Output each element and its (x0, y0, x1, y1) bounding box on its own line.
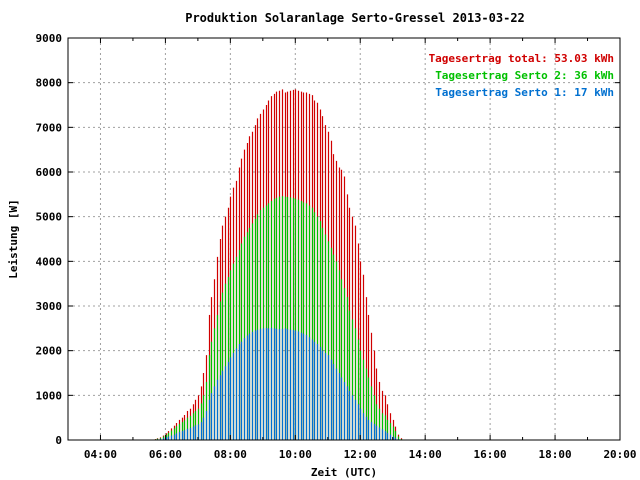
legend: Tagesertrag total: 53.03 kWh Tagesertrag … (429, 52, 614, 99)
plot-frame (67, 37, 621, 441)
chart-title: Produktion Solaranlage Serto-Gressel 201… (185, 11, 525, 25)
x-tick-label: 20:00 (603, 448, 636, 461)
x-axis-label: Zeit (UTC) (311, 466, 377, 479)
y-tick-label: 7000 (36, 121, 63, 134)
bars (154, 89, 403, 440)
y-tick-label: 6000 (36, 166, 63, 179)
y-tick-label: 9000 (36, 32, 63, 45)
y-tick-label: 4000 (36, 255, 63, 268)
y-tick-label: 8000 (36, 77, 63, 90)
x-tick-label: 18:00 (538, 448, 571, 461)
y-tick-label: 3000 (36, 300, 63, 313)
y-tick-label: 1000 (36, 389, 63, 402)
x-tick-label: 10:00 (279, 448, 312, 461)
y-tick-label: 0 (55, 434, 62, 447)
x-tick-label: 04:00 (84, 448, 117, 461)
x-tick-label: 08:00 (214, 448, 247, 461)
y-axis-label: Leistung [W] (7, 199, 20, 278)
x-tick-label: 16:00 (474, 448, 507, 461)
legend-entry: Tagesertrag total: 53.03 kWh (429, 52, 614, 65)
y-tick-label: 5000 (36, 211, 63, 224)
x-tick-label: 12:00 (344, 448, 377, 461)
legend-entry: Tagesertrag Serto 1: 17 kWh (435, 86, 614, 99)
x-tick-label: 14:00 (409, 448, 442, 461)
y-tick-label: 2000 (36, 345, 63, 358)
legend-entry: Tagesertrag Serto 2: 36 kWh (435, 69, 614, 82)
x-tick-label: 06:00 (149, 448, 182, 461)
axis-ticks: 04:00 06:00 08:00 10:00 12:00 14:00 16:00 18:00… (36, 32, 637, 461)
